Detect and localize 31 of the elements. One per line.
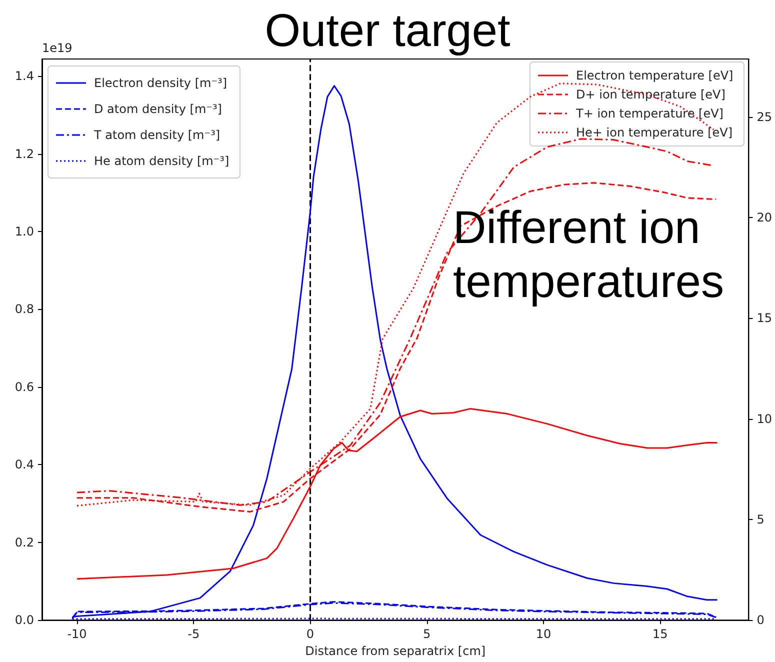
y2-tick-label: 10	[756, 412, 772, 426]
x-tick-label: -10	[67, 627, 87, 642]
legend-label: T+ ion temperature [eV]	[575, 106, 724, 120]
y-tick-label: 1.4	[14, 69, 34, 84]
y2-tick-label: 15	[756, 311, 772, 326]
y2-tick-label: 5	[756, 512, 764, 526]
x-tick-label: 5	[423, 627, 431, 642]
y-tick-label: 1.0	[14, 224, 34, 239]
x-tick-label: 0	[306, 627, 314, 642]
y-tick-label: 0.2	[14, 535, 34, 550]
y-tick-label: 0.6	[14, 380, 34, 394]
chart-title: Outer target	[264, 4, 510, 56]
legend-label: He+ ion temperature [eV]	[576, 126, 733, 140]
legend-label: T atom density [m⁻³]	[93, 128, 220, 142]
legend-label: Electron temperature [eV]	[576, 68, 734, 82]
y-tick-label: 0.8	[14, 302, 34, 316]
y2-tick-label: 0	[756, 613, 764, 628]
x-tick-label: 15	[652, 627, 668, 642]
x-tick-label: -5	[188, 627, 200, 642]
y-tick-label: 0.0	[14, 613, 34, 628]
annotation: Different ion temperatures	[453, 201, 724, 307]
y2-tick-label: 25	[756, 110, 772, 124]
legend-label: D atom density [m⁻³]	[94, 102, 222, 116]
x-axis-title: Distance from separatrix [cm]	[305, 644, 486, 658]
text: 1e19	[42, 41, 72, 55]
legend-label: Electron density [m⁻³]	[94, 76, 228, 90]
x-tick-label: 10	[536, 627, 552, 642]
y2-tick-label: 20	[756, 210, 772, 224]
y-tick-label: 1.2	[14, 146, 34, 161]
y-tick-label: 0.4	[14, 458, 34, 472]
legend-label: He atom density [m⁻³]	[94, 154, 230, 168]
